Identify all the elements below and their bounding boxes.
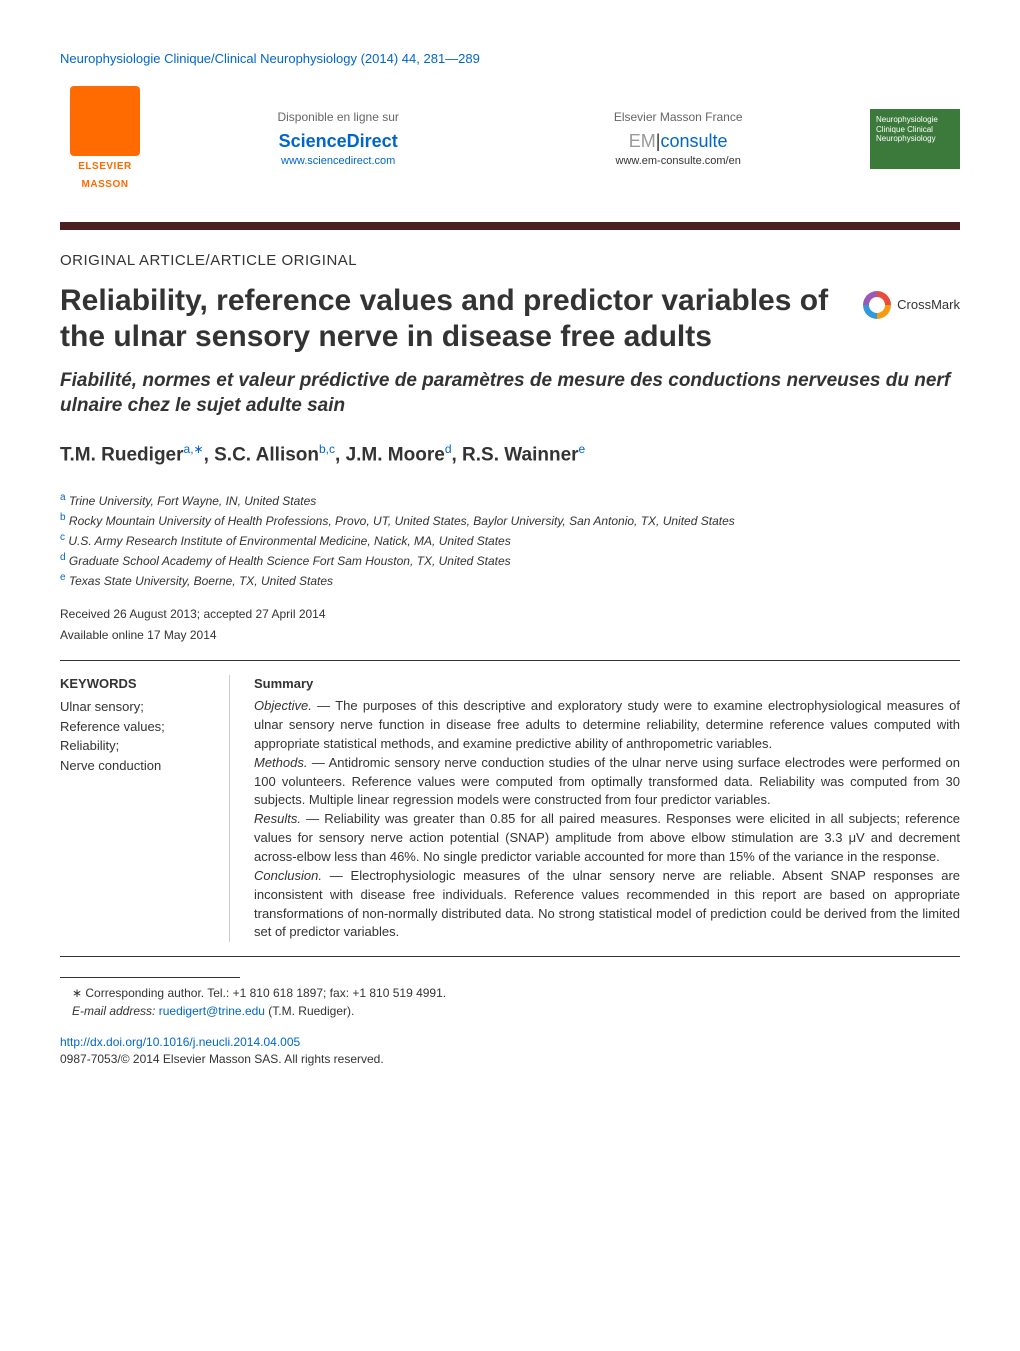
sciencedirect-brand[interactable]: ScienceDirect: [277, 129, 398, 154]
available-date: Available online 17 May 2014: [60, 627, 960, 644]
summary-body: Objective. — The purposes of this descri…: [254, 697, 960, 942]
corresponding-line: ∗ Corresponding author. Tel.: +1 810 618…: [72, 984, 960, 1002]
received-date: Received 26 August 2013; accepted 27 Apr…: [60, 606, 960, 623]
abstract-box: KEYWORDS Ulnar sensory;Reference values;…: [60, 660, 960, 957]
sciencedirect-block: Disponible en ligne sur ScienceDirect ww…: [277, 109, 398, 170]
summary-heading: Summary: [254, 675, 960, 693]
consulte-text: consulte: [660, 131, 727, 151]
crossmark-icon: [863, 291, 891, 319]
keywords-list: Ulnar sensory;Reference values;Reliabili…: [60, 697, 213, 775]
elsevier-logo: ELSEVIER MASSON: [60, 84, 150, 194]
affiliations: a Trine University, Fort Wayne, IN, Unit…: [60, 490, 960, 590]
doi-link[interactable]: http://dx.doi.org/10.1016/j.neucli.2014.…: [60, 1034, 960, 1051]
keywords-heading: KEYWORDS: [60, 675, 213, 693]
email-suffix: (T.M. Ruediger).: [265, 1004, 354, 1018]
elsevier-tree-icon: [70, 86, 140, 156]
crossmark-badge[interactable]: CrossMark: [863, 291, 960, 319]
summary-column: Summary Objective. — The purposes of thi…: [254, 675, 960, 942]
article-subtitle-french: Fiabilité, normes et valeur prédictive d…: [60, 369, 960, 418]
sciencedirect-label: Disponible en ligne sur: [277, 109, 398, 126]
corresponding-author-footnote: ∗ Corresponding author. Tel.: +1 810 618…: [60, 984, 960, 1020]
email-label: E-mail address:: [72, 1004, 155, 1018]
publisher-banner: ELSEVIER MASSON Disponible en ligne sur …: [60, 84, 960, 210]
emconsulte-url[interactable]: www.em-consulte.com/en: [614, 154, 743, 169]
emconsulte-brand[interactable]: EM|consulte: [614, 129, 743, 154]
footnote-divider: [60, 977, 240, 978]
journal-citation: Neurophysiologie Clinique/Clinical Neuro…: [60, 50, 960, 68]
email-address[interactable]: ruedigert@trine.edu: [159, 1004, 265, 1018]
article-title: Reliability, reference values and predic…: [60, 283, 843, 355]
section-divider: [60, 222, 960, 230]
crossmark-label: CrossMark: [897, 296, 960, 314]
emconsulte-label: Elsevier Masson France: [614, 109, 743, 126]
sciencedirect-url[interactable]: www.sciencedirect.com: [277, 154, 398, 169]
journal-cover-badge: Neurophysiologie Clinique Clinical Neuro…: [870, 109, 960, 169]
email-line: E-mail address: ruedigert@trine.edu (T.M…: [72, 1002, 960, 1020]
keywords-column: KEYWORDS Ulnar sensory;Reference values;…: [60, 675, 230, 942]
author-list: T.M. Ruedigera,∗, S.C. Allisonb,c, J.M. …: [60, 441, 960, 469]
emconsulte-block: Elsevier Masson France EM|consulte www.e…: [614, 109, 743, 170]
elsevier-sub: MASSON: [82, 178, 129, 192]
elsevier-name: ELSEVIER: [78, 160, 131, 174]
em-text: EM: [629, 131, 656, 151]
article-type: ORIGINAL ARTICLE/ARTICLE ORIGINAL: [60, 250, 960, 271]
copyright-line: 0987-7053/© 2014 Elsevier Masson SAS. Al…: [60, 1051, 960, 1068]
